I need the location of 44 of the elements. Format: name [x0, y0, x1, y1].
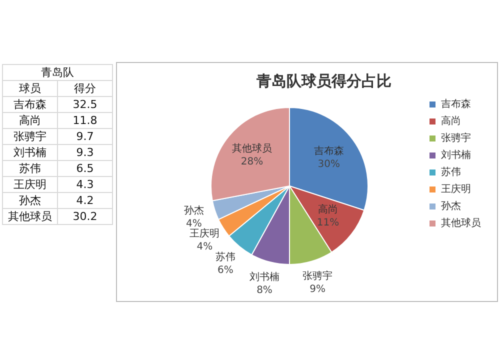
category-label: 吉布森: [2, 96, 58, 112]
slice-label: 张骋宇: [302, 270, 333, 282]
category-label: 王庆明: [2, 176, 58, 192]
data-label: 4%: [186, 218, 202, 230]
data-label: 30.2: [58, 208, 112, 224]
slice-label: 王庆明: [190, 227, 220, 240]
data-label: 9%: [310, 284, 326, 296]
category-label: 苏伟: [2, 160, 58, 176]
chart-title: 青岛队球员得分占比: [256, 72, 392, 90]
category-label: 孙杰: [2, 192, 58, 208]
text: 得分: [58, 80, 112, 96]
slice-label: 孙杰: [184, 204, 204, 217]
data-label: 6%: [218, 265, 234, 276]
text: 球员: [2, 80, 58, 96]
legend-label: 刘书楠: [441, 149, 471, 162]
slice-label: 其他球员: [232, 142, 272, 155]
slice-label: 苏伟: [215, 251, 236, 264]
data-label: 4.2: [58, 192, 112, 208]
data-label: 8%: [256, 284, 272, 296]
legend-label: 其他球员: [441, 217, 481, 230]
legend-label: 张骋宇: [441, 132, 471, 144]
legend-label: 孙杰: [441, 200, 461, 212]
slice-label: 吉布森: [314, 144, 344, 157]
category-label: 其他球员: [2, 208, 58, 224]
data-label: 9.3: [58, 144, 112, 160]
data-label: 11%: [316, 217, 340, 228]
slice-label: 刘书楠: [250, 270, 280, 283]
slice-label: 高尚: [318, 203, 338, 216]
legend-label: 苏伟: [441, 166, 461, 178]
legend-label: 吉布森: [441, 98, 471, 110]
data-label: 4.3: [58, 176, 112, 192]
text: 青岛队: [2, 64, 112, 80]
legend-label: 高尚: [441, 115, 461, 128]
category-label: 张骋宇: [2, 128, 58, 144]
data-label: 32.5: [58, 96, 112, 112]
data-label: 9.7: [58, 128, 112, 144]
data-label: 4%: [196, 241, 213, 252]
legend-label: 王庆明: [441, 183, 471, 196]
category-label: 刘书楠: [2, 144, 58, 160]
data-label: 11.8: [58, 112, 112, 128]
data-label: 6.5: [58, 160, 112, 176]
data-label: 28%: [240, 156, 264, 168]
category-label: 高尚: [2, 112, 58, 128]
data-label: 30%: [318, 158, 340, 170]
